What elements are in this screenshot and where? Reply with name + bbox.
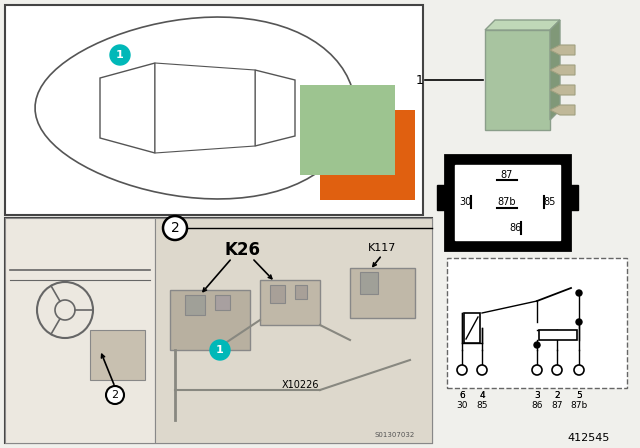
Polygon shape — [570, 185, 578, 210]
Bar — [464, 313, 480, 343]
Text: 2: 2 — [554, 392, 560, 401]
Polygon shape — [437, 185, 445, 210]
Bar — [360, 272, 378, 294]
Bar — [455, 165, 560, 240]
Text: 4: 4 — [479, 392, 485, 401]
Text: 2: 2 — [111, 390, 118, 400]
Text: 4: 4 — [479, 392, 485, 401]
Polygon shape — [550, 45, 575, 55]
Polygon shape — [100, 63, 155, 153]
Bar — [5, 218, 155, 443]
Bar — [185, 295, 205, 315]
Circle shape — [106, 386, 124, 404]
Circle shape — [534, 342, 540, 348]
Bar — [5, 5, 423, 215]
Bar — [320, 110, 415, 200]
Text: 87: 87 — [551, 401, 563, 410]
Circle shape — [457, 365, 467, 375]
Text: K117: K117 — [368, 243, 396, 253]
Bar — [155, 218, 432, 443]
Text: 30: 30 — [456, 401, 468, 410]
Text: S01307032: S01307032 — [375, 432, 415, 438]
Circle shape — [210, 340, 230, 360]
Bar — [447, 258, 627, 388]
Bar — [215, 295, 230, 310]
Polygon shape — [550, 20, 560, 120]
Polygon shape — [35, 17, 355, 199]
Text: 85: 85 — [544, 197, 556, 207]
Polygon shape — [550, 85, 575, 95]
Circle shape — [110, 45, 130, 65]
Circle shape — [574, 365, 584, 375]
Polygon shape — [155, 63, 255, 153]
Bar — [350, 268, 415, 318]
Bar — [300, 85, 395, 175]
Text: 1: 1 — [216, 345, 224, 355]
Text: 30: 30 — [459, 197, 471, 207]
Bar — [260, 280, 320, 325]
Circle shape — [477, 365, 487, 375]
Text: 5: 5 — [576, 392, 582, 401]
Bar — [539, 330, 577, 340]
Bar — [170, 290, 250, 350]
Text: 85: 85 — [476, 401, 488, 410]
Text: K26: K26 — [225, 241, 261, 259]
Polygon shape — [485, 20, 560, 30]
Text: 3: 3 — [534, 392, 540, 401]
Circle shape — [576, 319, 582, 325]
Text: 87b: 87b — [570, 401, 588, 410]
Circle shape — [576, 290, 582, 296]
Circle shape — [532, 365, 542, 375]
Text: 87b: 87b — [498, 197, 516, 207]
Text: X10226: X10226 — [281, 380, 319, 390]
Polygon shape — [550, 105, 575, 115]
Bar — [270, 285, 285, 303]
Bar — [295, 285, 307, 299]
Bar — [90, 330, 145, 380]
Bar — [445, 155, 570, 250]
Circle shape — [163, 216, 187, 240]
Text: 87: 87 — [501, 170, 513, 180]
Text: 1: 1 — [416, 73, 424, 86]
Text: 6: 6 — [459, 392, 465, 401]
Polygon shape — [255, 70, 295, 146]
Circle shape — [552, 365, 562, 375]
Text: 86: 86 — [531, 401, 543, 410]
Text: 412545: 412545 — [568, 433, 610, 443]
Text: 2: 2 — [171, 221, 179, 235]
Text: 1: 1 — [116, 50, 124, 60]
Text: 86: 86 — [509, 223, 521, 233]
Text: 3: 3 — [534, 392, 540, 401]
Text: 5: 5 — [576, 392, 582, 401]
Text: 6: 6 — [459, 392, 465, 401]
Text: 2: 2 — [554, 392, 560, 401]
Bar — [485, 30, 550, 130]
Polygon shape — [550, 65, 575, 75]
Bar — [5, 218, 432, 443]
